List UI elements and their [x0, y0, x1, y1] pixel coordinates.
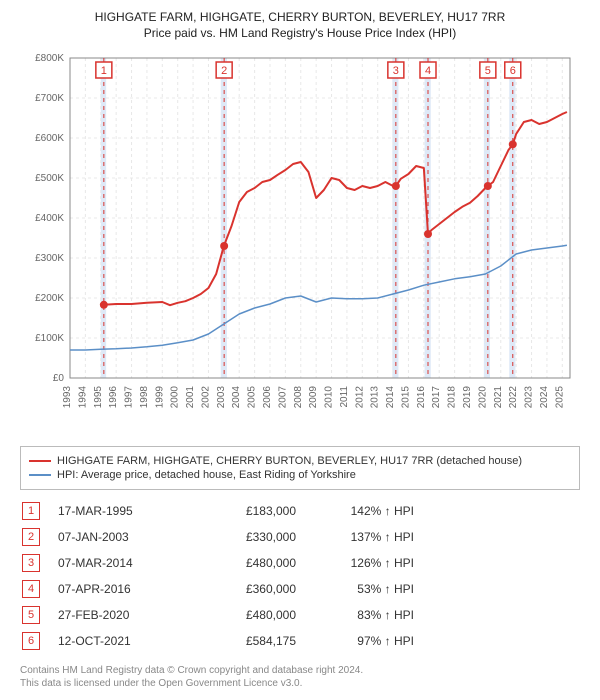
svg-text:2024: 2024 — [539, 386, 550, 409]
svg-text:2010: 2010 — [324, 386, 335, 409]
price-chart: £0 £100K £200K £300K £400K £500K £600K £700K £80… — [20, 48, 580, 438]
svg-text:2005: 2005 — [247, 386, 258, 409]
svg-text:2020: 2020 — [477, 386, 488, 409]
transaction-price: £584,175 — [196, 634, 296, 648]
svg-text:2019: 2019 — [462, 386, 473, 409]
transaction-date: 17-MAR-1995 — [58, 504, 178, 518]
transaction-price: £330,000 — [196, 530, 296, 544]
chart-svg: £0 £100K £200K £300K £400K £500K £600K £700K £80… — [20, 48, 580, 438]
svg-text:4: 4 — [425, 65, 431, 77]
svg-text:1: 1 — [101, 65, 107, 77]
transaction-pct: 142% ↑ HPI — [314, 504, 414, 518]
transaction-row: 6 12-OCT-2021 £584,175 97% ↑ HPI — [20, 628, 580, 654]
svg-text:1997: 1997 — [124, 386, 135, 409]
svg-text:6: 6 — [510, 65, 516, 77]
title-line2: Price paid vs. HM Land Registry's House … — [10, 26, 590, 40]
svg-text:£200K: £200K — [35, 293, 64, 304]
transaction-pct: 83% ↑ HPI — [314, 608, 414, 622]
svg-text:2003: 2003 — [216, 386, 227, 409]
svg-text:2016: 2016 — [416, 386, 427, 409]
transaction-row: 1 17-MAR-1995 £183,000 142% ↑ HPI — [20, 498, 580, 524]
transaction-price: £480,000 — [196, 608, 296, 622]
transaction-badge: 6 — [22, 632, 40, 650]
svg-text:1994: 1994 — [77, 386, 88, 409]
transaction-row: 2 07-JAN-2003 £330,000 137% ↑ HPI — [20, 524, 580, 550]
svg-text:2017: 2017 — [431, 386, 442, 409]
svg-text:1999: 1999 — [154, 386, 165, 409]
footer-line2: This data is licensed under the Open Gov… — [20, 677, 580, 690]
transaction-badge: 2 — [22, 528, 40, 546]
svg-text:2023: 2023 — [524, 386, 535, 409]
transaction-date: 07-APR-2016 — [58, 582, 178, 596]
svg-text:1998: 1998 — [139, 386, 150, 409]
title-line1: HIGHGATE FARM, HIGHGATE, CHERRY BURTON, … — [10, 10, 590, 24]
svg-text:£100K: £100K — [35, 333, 64, 344]
svg-text:1996: 1996 — [108, 386, 119, 409]
svg-text:1995: 1995 — [93, 386, 104, 409]
legend-swatch — [29, 474, 51, 476]
legend-label: HIGHGATE FARM, HIGHGATE, CHERRY BURTON, … — [57, 455, 522, 467]
legend: HIGHGATE FARM, HIGHGATE, CHERRY BURTON, … — [20, 446, 580, 490]
transaction-badge: 5 — [22, 606, 40, 624]
transaction-date: 07-JAN-2003 — [58, 530, 178, 544]
svg-text:2: 2 — [221, 65, 227, 77]
svg-text:1993: 1993 — [62, 386, 73, 409]
footer-line1: Contains HM Land Registry data © Crown c… — [20, 664, 580, 677]
transaction-pct: 97% ↑ HPI — [314, 634, 414, 648]
chart-title-block: HIGHGATE FARM, HIGHGATE, CHERRY BURTON, … — [10, 10, 590, 40]
svg-text:2008: 2008 — [293, 386, 304, 409]
svg-text:£400K: £400K — [35, 213, 64, 224]
attribution-footer: Contains HM Land Registry data © Crown c… — [20, 664, 580, 690]
svg-text:£300K: £300K — [35, 253, 64, 264]
transaction-date: 27-FEB-2020 — [58, 608, 178, 622]
svg-text:3: 3 — [393, 65, 399, 77]
svg-text:2021: 2021 — [493, 386, 504, 409]
legend-swatch — [29, 460, 51, 462]
transaction-row: 3 07-MAR-2014 £480,000 126% ↑ HPI — [20, 550, 580, 576]
transaction-badge: 3 — [22, 554, 40, 572]
svg-text:2014: 2014 — [385, 386, 396, 409]
svg-text:2022: 2022 — [508, 386, 519, 409]
svg-text:2018: 2018 — [447, 386, 458, 409]
svg-text:2007: 2007 — [277, 386, 288, 409]
svg-text:2001: 2001 — [185, 386, 196, 409]
svg-text:£500K: £500K — [35, 173, 64, 184]
svg-text:2002: 2002 — [200, 386, 211, 409]
transaction-pct: 137% ↑ HPI — [314, 530, 414, 544]
transaction-pct: 126% ↑ HPI — [314, 556, 414, 570]
transaction-price: £183,000 — [196, 504, 296, 518]
transaction-row: 5 27-FEB-2020 £480,000 83% ↑ HPI — [20, 602, 580, 628]
svg-text:2025: 2025 — [554, 386, 565, 409]
svg-text:2015: 2015 — [400, 386, 411, 409]
transaction-row: 4 07-APR-2016 £360,000 53% ↑ HPI — [20, 576, 580, 602]
svg-text:2011: 2011 — [339, 386, 350, 408]
svg-text:2012: 2012 — [354, 386, 365, 409]
transaction-pct: 53% ↑ HPI — [314, 582, 414, 596]
legend-item: HIGHGATE FARM, HIGHGATE, CHERRY BURTON, … — [29, 455, 571, 467]
svg-text:2000: 2000 — [170, 386, 181, 409]
svg-text:£0: £0 — [53, 373, 65, 384]
transaction-date: 12-OCT-2021 — [58, 634, 178, 648]
transaction-date: 07-MAR-2014 — [58, 556, 178, 570]
legend-label: HPI: Average price, detached house, East… — [57, 469, 356, 481]
svg-text:£600K: £600K — [35, 133, 64, 144]
svg-text:£800K: £800K — [35, 53, 64, 64]
transactions-table: 1 17-MAR-1995 £183,000 142% ↑ HPI 2 07-JAN-20… — [20, 498, 580, 654]
svg-text:2009: 2009 — [308, 386, 319, 409]
svg-text:2006: 2006 — [262, 386, 273, 409]
transaction-badge: 4 — [22, 580, 40, 598]
transaction-badge: 1 — [22, 502, 40, 520]
svg-text:2004: 2004 — [231, 386, 242, 409]
legend-item: HPI: Average price, detached house, East… — [29, 469, 571, 481]
transaction-price: £360,000 — [196, 582, 296, 596]
svg-text:2013: 2013 — [370, 386, 381, 409]
svg-text:5: 5 — [485, 65, 491, 77]
svg-text:£700K: £700K — [35, 93, 64, 104]
transaction-price: £480,000 — [196, 556, 296, 570]
